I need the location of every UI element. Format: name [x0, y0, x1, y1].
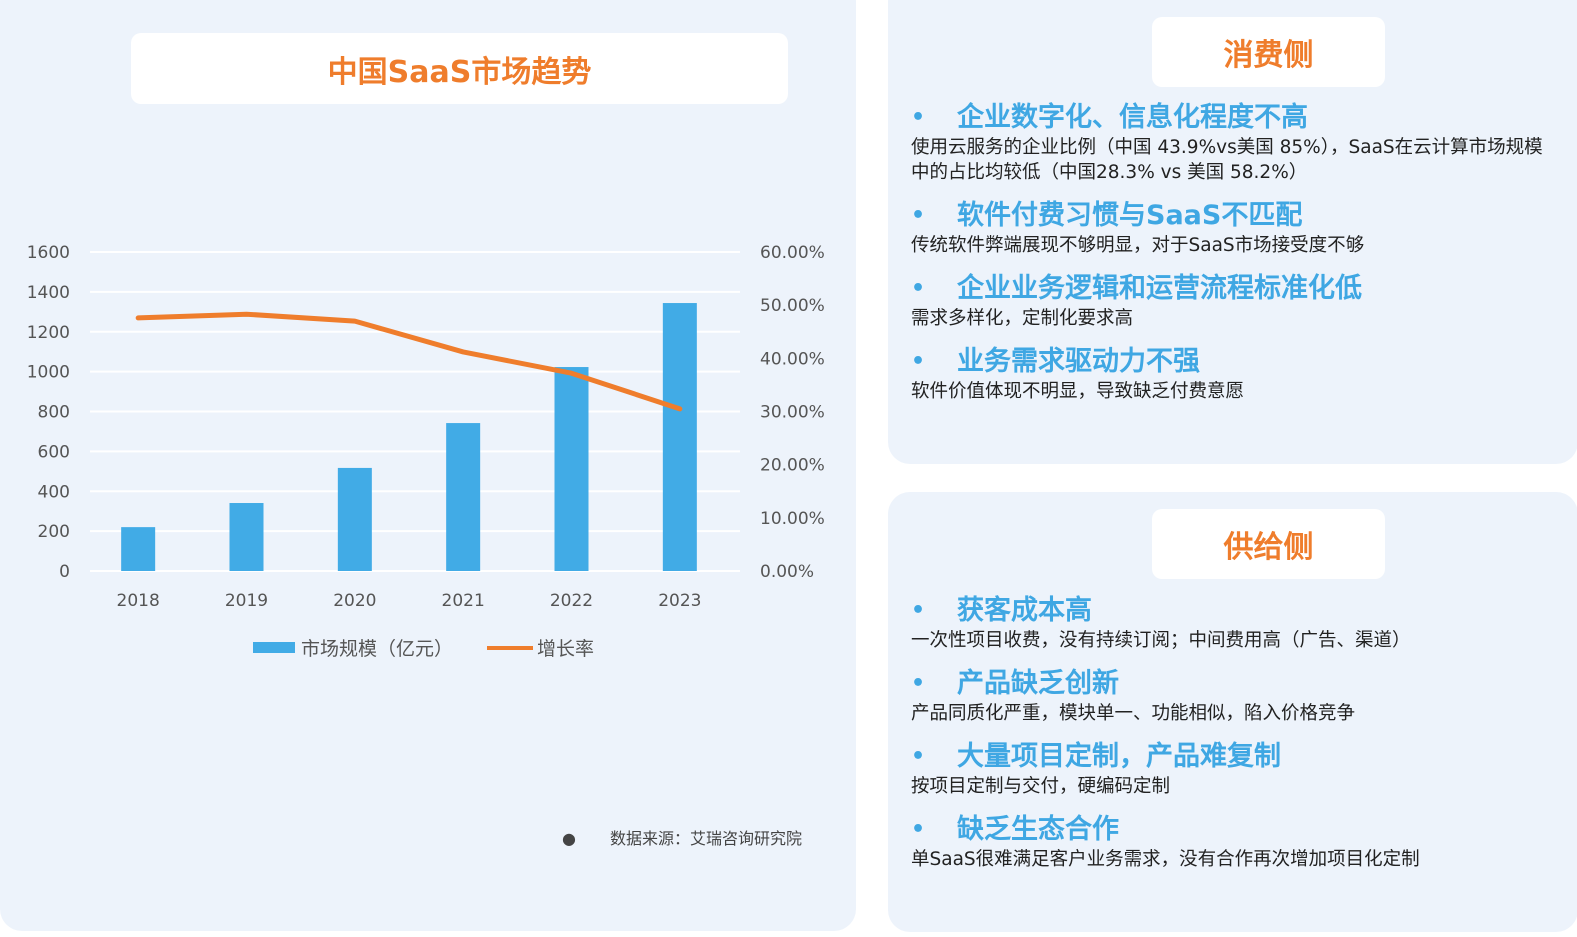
consumer-list: • 企业数字化、信息化程度不高使用云服务的企业比例（中国 43.9%vs美国 85…	[911, 101, 1561, 418]
legend-bar-swatch	[253, 642, 295, 653]
item-description: 需求多样化，定制化要求高	[911, 308, 1134, 329]
bar-2019	[229, 503, 264, 571]
left-tick-label: 600	[38, 442, 70, 462]
item-heading: • 软件付费习惯与SaaS不匹配	[911, 199, 1561, 233]
item-description: 一次性项目收费，没有持续订阅；中间费用高（广告、渠道）	[911, 630, 1411, 651]
data-source: ● 数据来源：艾瑞咨询研究院	[562, 825, 802, 849]
chart-panel	[0, 0, 856, 931]
bullet-icon: •	[911, 276, 926, 301]
item-heading: • 获客成本高	[911, 594, 1561, 628]
bullet-icon: •	[911, 203, 926, 228]
right-tick-label: 40.00%	[760, 349, 825, 369]
legend-line-label: 增长率	[537, 638, 595, 660]
right-tick-label: 0.00%	[760, 562, 814, 582]
left-tick-label: 200	[38, 522, 70, 542]
item-heading-text: 业务需求驱动力不强	[957, 346, 1200, 377]
x-tick-label: 2019	[225, 591, 268, 611]
x-tick-label: 2023	[658, 591, 701, 611]
list-item: • 缺乏生态合作单SaaS很难满足客户业务需求，没有合作再次增加项目化定制	[911, 813, 1561, 872]
right-tick-label: 30.00%	[760, 403, 825, 423]
x-tick-label: 2020	[333, 591, 376, 611]
combo-chart: 0 200 400 600 800 1000 1200 1400 1600 0.00% 10.00%…	[27, 243, 825, 611]
bar-2022	[554, 367, 589, 571]
x-tick-label: 2021	[442, 591, 485, 611]
chart-title: 中国SaaS市场趋势	[131, 33, 788, 104]
left-tick-label: 0	[59, 562, 70, 582]
legend-bar-label: 市场规模（亿元）	[301, 638, 454, 660]
item-heading: • 业务需求驱动力不强	[911, 345, 1561, 379]
item-heading-text: 软件付费习惯与SaaS不匹配	[957, 200, 1303, 231]
supply-title: 供给侧	[1152, 509, 1385, 579]
item-heading-text: 大量项目定制，产品难复制	[957, 741, 1281, 772]
supply-list: • 获客成本高一次性项目收费，没有持续订阅；中间费用高（广告、渠道） • 产品缺乏创新…	[911, 594, 1561, 886]
bullet-icon: •	[911, 671, 926, 696]
item-heading-text: 企业数字化、信息化程度不高	[957, 102, 1308, 133]
item-description: 单SaaS很难满足客户业务需求，没有合作再次增加项目化定制	[911, 849, 1420, 870]
item-heading-text: 缺乏生态合作	[957, 814, 1119, 845]
source-text: 数据来源：艾瑞咨询研究院	[609, 829, 802, 848]
bar-2021	[446, 423, 481, 571]
item-heading-text: 产品缺乏创新	[957, 668, 1119, 699]
bullet-icon: •	[911, 817, 926, 842]
left-tick-label: 1000	[27, 363, 70, 383]
legend-line-swatch	[487, 645, 534, 650]
list-item: • 业务需求驱动力不强软件价值体现不明显，导致缺乏付费意愿	[911, 345, 1561, 404]
item-description: 使用云服务的企业比例（中国 43.9%vs美国 85%），SaaS在云计算市场规…	[911, 137, 1543, 183]
bar-2018	[121, 527, 156, 571]
bar-2023	[662, 303, 697, 571]
list-item: • 产品缺乏创新产品同质化严重，模块单一、功能相似，陷入价格竞争	[911, 667, 1561, 726]
item-description: 软件价值体现不明显，导致缺乏付费意愿	[911, 381, 1245, 402]
list-item: • 获客成本高一次性项目收费，没有持续订阅；中间费用高（广告、渠道）	[911, 594, 1561, 653]
left-tick-label: 800	[38, 403, 70, 423]
left-tick-label: 1200	[27, 323, 70, 343]
item-heading: • 缺乏生态合作	[911, 813, 1561, 847]
item-heading: • 产品缺乏创新	[911, 667, 1561, 701]
left-tick-label: 400	[38, 482, 70, 502]
item-heading-text: 获客成本高	[957, 595, 1092, 626]
right-tick-label: 10.00%	[760, 509, 825, 529]
item-description: 产品同质化严重，模块单一、功能相似，陷入价格竞争	[911, 703, 1356, 724]
item-heading-text: 企业业务逻辑和运营流程标准化低	[957, 273, 1362, 304]
growth-line	[135, 311, 683, 412]
list-item: • 软件付费习惯与SaaS不匹配传统软件弊端展现不够明显，对于SaaS市场接受度不…	[911, 199, 1561, 258]
item-description: 按项目定制与交付，硬编码定制	[911, 776, 1171, 797]
bullet-icon: •	[911, 105, 926, 130]
list-item: • 大量项目定制，产品难复制按项目定制与交付，硬编码定制	[911, 740, 1561, 799]
legend: 市场规模（亿元） 增长率	[253, 634, 594, 661]
x-tick-label: 2022	[550, 591, 593, 611]
x-tick-label: 2018	[117, 591, 160, 611]
item-heading: • 企业业务逻辑和运营流程标准化低	[911, 272, 1561, 306]
list-item: • 企业数字化、信息化程度不高使用云服务的企业比例（中国 43.9%vs美国 85…	[911, 101, 1561, 185]
right-tick-label: 20.00%	[760, 456, 825, 476]
left-tick-label: 1400	[27, 283, 70, 303]
bar-2020	[337, 467, 372, 571]
left-tick-label: 1600	[27, 243, 70, 263]
right-tick-label: 50.00%	[760, 296, 825, 316]
item-heading: • 大量项目定制，产品难复制	[911, 740, 1561, 774]
consumer-title: 消费侧	[1152, 17, 1385, 87]
bullet-dot-icon: ●	[562, 829, 576, 848]
list-item: • 企业业务逻辑和运营流程标准化低需求多样化，定制化要求高	[911, 272, 1561, 331]
right-tick-label: 60.00%	[760, 243, 825, 263]
item-description: 传统软件弊端展现不够明显，对于SaaS市场接受度不够	[911, 235, 1365, 256]
item-heading: • 企业数字化、信息化程度不高	[911, 101, 1561, 135]
bullet-icon: •	[911, 598, 926, 623]
bullet-icon: •	[911, 349, 926, 374]
bullet-icon: •	[911, 744, 926, 769]
